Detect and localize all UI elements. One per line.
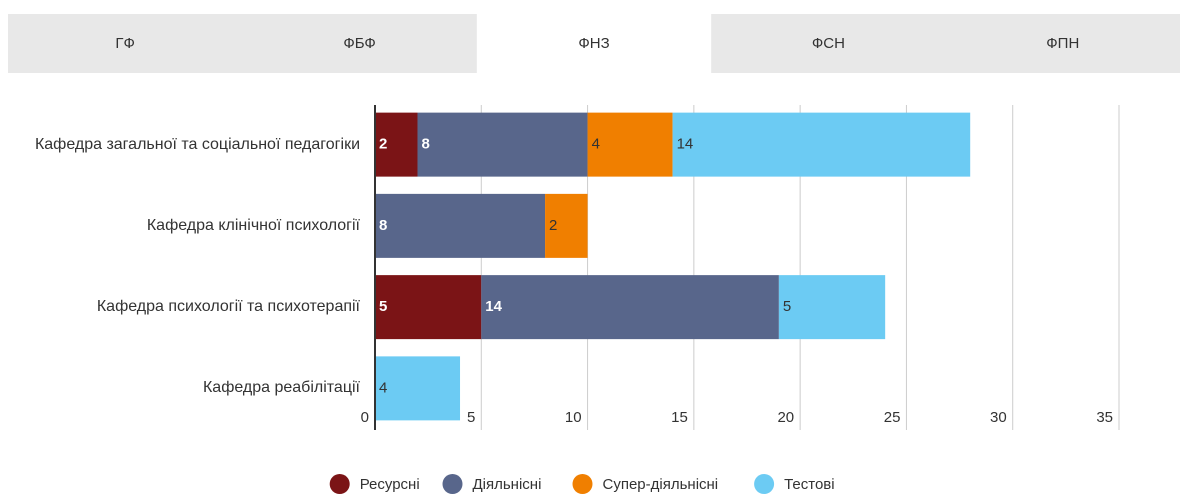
- category-label: Кафедра психології та психотерапії: [96, 298, 360, 316]
- x-tick-label: 15: [671, 409, 688, 426]
- tab-label[interactable]: ГФ: [115, 35, 135, 52]
- bar-segment: [587, 112, 673, 177]
- data-label: 14: [485, 298, 502, 315]
- legend-swatch: [442, 474, 463, 494]
- data-label: 8: [379, 217, 387, 234]
- x-tick-label: 5: [467, 409, 475, 426]
- legend-label: Супер-діяльнісні: [603, 476, 719, 493]
- x-tick-label: 20: [777, 409, 794, 426]
- category-label: Кафедра загальної та соціальної педагогі…: [34, 135, 360, 153]
- bar-segment: [375, 193, 546, 258]
- legend-label: Ресурсні: [360, 476, 420, 493]
- bar-segment: [672, 112, 971, 177]
- data-label: 4: [592, 136, 600, 153]
- bar-segment: [375, 112, 418, 177]
- category-label: Кафедра реабілітації: [202, 379, 360, 397]
- tab-label[interactable]: ФНЗ: [578, 35, 609, 52]
- tab-label[interactable]: ФПН: [1046, 35, 1079, 52]
- x-tick-label: 25: [884, 409, 901, 426]
- bar-segment: [417, 112, 588, 177]
- bar-segment: [375, 275, 482, 340]
- data-label: 4: [379, 379, 387, 396]
- x-tick-label: 35: [1096, 409, 1113, 426]
- bar-segment: [545, 193, 588, 258]
- category-label: Кафедра клінічної психології: [146, 216, 360, 234]
- active-tab[interactable]: [476, 14, 712, 73]
- data-label: 2: [379, 136, 387, 153]
- legend-swatch: [754, 474, 775, 494]
- legend-swatch: [329, 474, 350, 494]
- data-label: 14: [677, 136, 694, 153]
- legend-label: Діяльнісні: [473, 476, 542, 493]
- legend-label: Тестові: [784, 476, 835, 493]
- bar-segment: [778, 275, 886, 340]
- data-label: 5: [783, 298, 791, 315]
- bar-segment: [375, 356, 461, 421]
- x-tick-label: 10: [565, 409, 582, 426]
- x-tick-label: 30: [990, 409, 1007, 426]
- data-label: 2: [549, 217, 557, 234]
- data-label: 8: [422, 136, 430, 153]
- data-label: 5: [379, 298, 387, 315]
- legend-swatch: [572, 474, 593, 494]
- tab-label[interactable]: ФБФ: [343, 35, 375, 52]
- bar-segment: [481, 275, 779, 340]
- tab-label[interactable]: ФСН: [812, 35, 845, 52]
- x-tick-label: 0: [361, 409, 369, 426]
